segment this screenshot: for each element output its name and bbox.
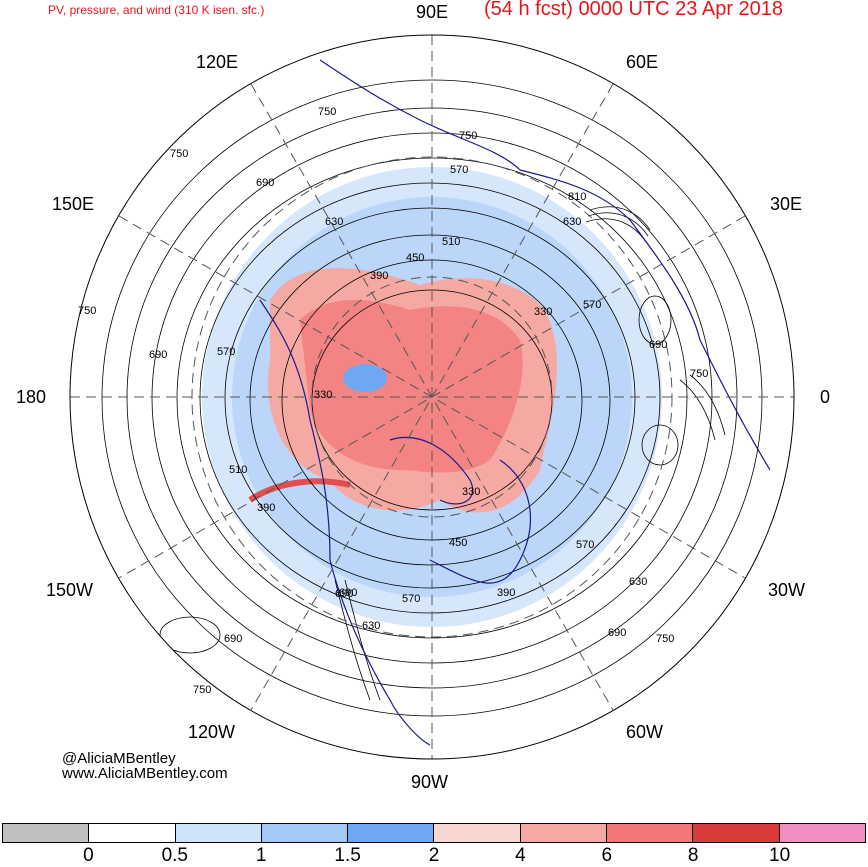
- contour-label: 630: [362, 620, 380, 632]
- contour-label: 570: [583, 299, 601, 311]
- contour-label: 690: [335, 588, 353, 600]
- contour-label: 690: [339, 587, 357, 599]
- contour-label: 690: [224, 633, 242, 645]
- contour-label: 570: [217, 346, 235, 358]
- lon-label-60w: 60W: [626, 722, 664, 742]
- contour-label: 510: [442, 236, 460, 248]
- contour-label: 630: [563, 216, 581, 228]
- contour-label: 690: [649, 339, 667, 351]
- colorbar-segment: [348, 823, 435, 843]
- contour-label: 750: [318, 106, 336, 118]
- polar-map: 330 330 330 390 390 390 450 450 510 510 …: [69, 34, 795, 760]
- colorbar-tick-label: 4: [515, 845, 526, 866]
- colorbar-tick-label: 6: [601, 845, 613, 866]
- colorbar-segment: [261, 823, 349, 843]
- contour-label: 450: [449, 537, 467, 549]
- contour-label-layer: 330 330 330 390 390 390 450 450 510 510 …: [78, 106, 708, 696]
- pressure-contours: [101, 79, 763, 717]
- jet-contour-packs: [334, 206, 726, 701]
- colorbar-tick-label: 0.5: [161, 845, 189, 866]
- pv-shade-red-core: [300, 300, 523, 473]
- colorbar-segment: [434, 823, 521, 843]
- colorbar-tick-label: 1: [255, 845, 267, 866]
- contour-label: 750: [170, 148, 188, 160]
- contour-label: 630: [629, 576, 647, 588]
- lon-label-60e: 60E: [626, 52, 659, 72]
- colorbar-tick-label: 10: [769, 845, 791, 866]
- contour-label: 330: [534, 306, 552, 318]
- lon-label-30w: 30W: [768, 580, 806, 600]
- lon-label-90w: 90W: [411, 772, 449, 792]
- lon-label-0: 0: [820, 387, 831, 407]
- contour-label: 570: [402, 593, 420, 605]
- credit-handle: @AliciaMBentley: [62, 750, 176, 767]
- contour-label: 390: [257, 502, 275, 514]
- lat-lon-grid: [70, 35, 794, 759]
- lon-label-120e: 120E: [196, 52, 239, 72]
- contour-label: 750: [459, 130, 477, 142]
- contour-label: 750: [690, 368, 708, 380]
- contour-label: 750: [656, 633, 674, 645]
- contour-label: 630: [325, 216, 343, 228]
- colorbar-tick-label: 1.5: [334, 845, 361, 866]
- pv-streak: [248, 478, 351, 503]
- lon-label-150w: 150W: [46, 580, 94, 600]
- contour-label: 450: [406, 252, 424, 264]
- colorbar-segment: [175, 823, 262, 843]
- colorbar-tick-label: 0: [83, 845, 94, 866]
- pv-shade-blue-pocket: [343, 364, 387, 392]
- colorbar-segment: [2, 823, 90, 843]
- contour-label: 750: [78, 305, 96, 317]
- contour-label: 330: [314, 389, 332, 401]
- colorbar-segment: [89, 823, 176, 843]
- contour-label: 690: [256, 177, 274, 189]
- colorbar-segment: [520, 823, 608, 843]
- contour-label: 810: [568, 191, 586, 203]
- colorbar-segment: [779, 823, 866, 843]
- map-boundary: [69, 34, 795, 760]
- contour-label: 570: [576, 539, 594, 551]
- colorbar: [2, 823, 866, 843]
- contour-label: 690: [608, 627, 626, 639]
- contour-label: 510: [229, 464, 247, 476]
- lon-label-180: 180: [16, 387, 47, 407]
- lon-label-30e: 30E: [770, 194, 803, 214]
- colorbar-segment: [693, 823, 780, 843]
- lon-label-120w: 120W: [188, 722, 236, 742]
- map-subtitle: PV, pressure, and wind (310 K isen. sfc.…: [48, 3, 265, 17]
- lon-label-90e: 90E: [416, 2, 449, 22]
- colorbar-tick-label: 2: [428, 845, 440, 866]
- lon-label-150e: 150E: [52, 194, 95, 214]
- contour-label: 390: [370, 270, 388, 282]
- map-title: (54 h fcst) 0000 UTC 23 Apr 2018: [484, 0, 784, 20]
- contour-label: 390: [497, 587, 515, 599]
- contour-label: 330: [462, 486, 480, 498]
- contour-label: 750: [193, 684, 211, 696]
- contour-label: 690: [149, 349, 167, 361]
- coastlines: [259, 59, 771, 746]
- colorbar-segment: [607, 823, 694, 843]
- contour-label: 570: [450, 164, 468, 176]
- credit-website: www.AliciaMBentley.com: [62, 765, 228, 782]
- colorbar-tick-label: 8: [687, 845, 699, 866]
- map-disc: [70, 35, 794, 759]
